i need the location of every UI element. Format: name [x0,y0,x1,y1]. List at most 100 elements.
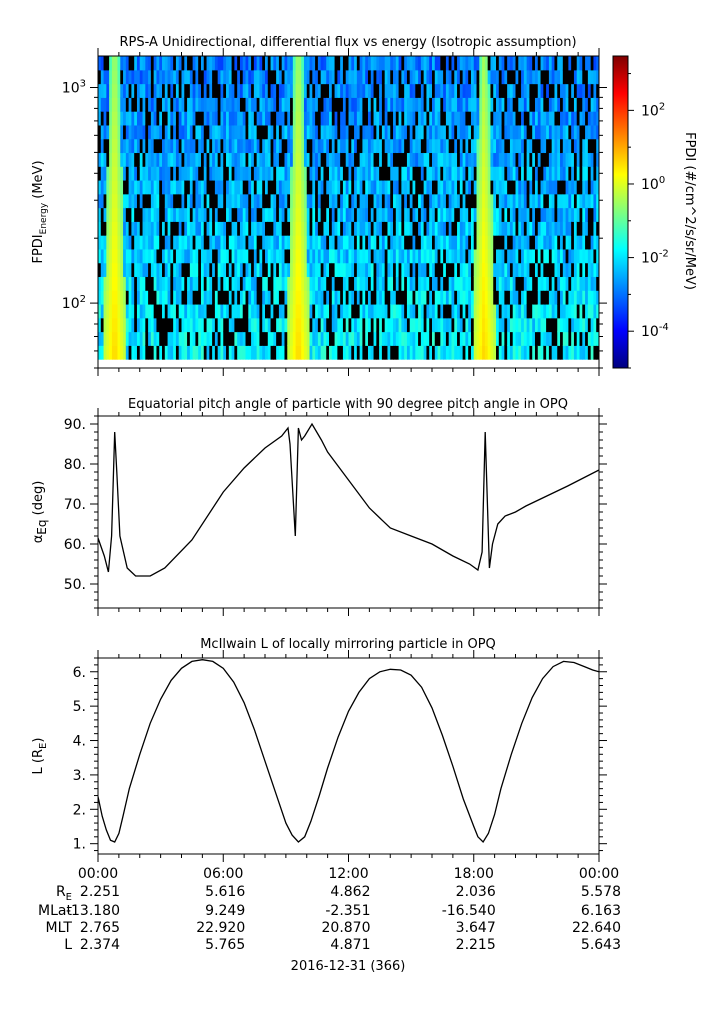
spectrogram-cell [532,166,536,181]
spectrogram-cell [579,83,583,98]
spectrogram-cell [387,166,391,181]
spectrogram-cell [276,317,280,333]
spectrogram-cell [267,331,272,346]
spectrogram-cell [195,152,199,167]
spectrogram-cell [395,290,400,305]
spectrogram-cell [423,152,428,167]
spectrogram-cell [162,290,166,305]
spectrogram-cell [181,262,185,278]
spectrogram-cell [429,221,433,236]
spectrogram-cell [381,166,386,181]
spectrogram-cell [120,83,124,98]
spectrogram-cell [543,262,547,278]
spectrogram-cell [117,56,121,71]
spectrogram-cell [554,138,558,154]
spectrogram-cell [298,317,302,333]
spectrogram-cell [340,317,344,333]
spectrogram-cell [468,83,472,98]
spectrogram-cell [209,276,213,291]
spectrogram-cell [351,262,355,278]
spectrogram-cell [109,56,113,71]
spectrogram-cell [537,303,542,319]
spectrogram-cell [292,97,297,112]
spectrogram-cell [192,303,197,319]
spectrogram-cell [175,207,180,222]
spectrogram-cell [120,166,124,181]
spectrogram-cell [123,207,127,222]
spectrogram-cell [440,97,444,112]
spectrogram-cell [579,276,583,291]
spectrogram-cell [106,83,110,98]
spectrogram-cell [309,345,313,360]
spectrogram-cell [462,207,466,222]
spectrogram-cell [131,248,135,264]
spectrogram-cell [365,193,369,209]
spectrogram-cell [178,345,183,360]
spectrogram-cell [217,69,222,85]
spectrogram-cell [334,179,338,195]
spectrogram-cell [134,83,138,98]
spectrogram-cell [320,83,325,98]
spectrogram-cell [415,69,419,85]
spectrogram-cell [292,179,297,195]
ephemeris-value: 2.036 [456,884,496,900]
spectrogram-cell [317,317,322,333]
spectrogram-cell [576,97,581,112]
spectrogram-cell [404,207,408,222]
spectrogram-cell [457,83,461,98]
spectrogram-cell [540,207,544,222]
spectrogram-cell [440,235,444,250]
spectrogram-cell [248,331,252,346]
spectrogram-cell [548,262,553,278]
spectrogram-cell [231,83,235,98]
spectrogram-cell [376,111,380,126]
spectrogram-cell [270,345,274,360]
spectrogram-cell [593,138,597,154]
spectrogram-cell [409,56,414,71]
ephemeris-value: 22.920 [196,920,245,936]
spectrogram-cell [590,56,595,71]
spectrogram-cell [212,345,216,360]
spectrogram-cell [184,138,188,154]
spectrogram-cell [376,166,380,181]
spectrogram-cell [409,276,414,291]
spectrogram-cell [317,221,322,236]
spectrogram-cell [451,248,455,264]
spectrogram-cell [426,193,430,209]
spectrogram-cell [381,276,386,291]
spectrogram-cell [384,345,389,360]
spectrogram-cell [290,207,294,222]
spectrogram-cell [512,179,517,195]
spectrogram-cell [123,166,127,181]
spectrogram-cell [145,97,149,112]
spectrogram-cell [312,317,316,333]
spectrogram-cell [125,290,130,305]
spectrogram-cell [262,138,266,154]
spectrogram-cell [131,290,135,305]
spectrogram-cell [370,276,375,291]
spectrogram-cell [484,124,489,140]
spectrogram-cell [276,331,280,346]
spectrogram-cell [437,138,441,154]
spectrogram-cell [195,83,199,98]
spectrogram-cell [170,124,174,140]
spectrogram-cell [181,83,185,98]
spectrogram-cell [298,248,302,264]
spectrogram-cell [323,207,327,222]
spectrogram-cell [515,221,519,236]
spectrogram-cell [490,124,494,140]
spectrogram-cell [468,235,472,250]
spectrogram-cell [145,124,149,140]
spectrogram-cell [259,179,263,195]
spectrogram-cell [429,235,433,250]
spectrogram-cell [287,152,291,167]
spectrogram-cell [462,317,466,333]
spectrogram-cell [462,56,466,71]
spectrogram-cell [170,179,174,195]
spectrogram-cell [337,152,341,167]
spectrogram-cell [496,56,500,71]
spectrogram-cell [440,152,444,167]
spectrogram-cell [329,317,333,333]
spectrogram-cell [303,262,308,278]
spectrogram-cell [192,331,197,346]
